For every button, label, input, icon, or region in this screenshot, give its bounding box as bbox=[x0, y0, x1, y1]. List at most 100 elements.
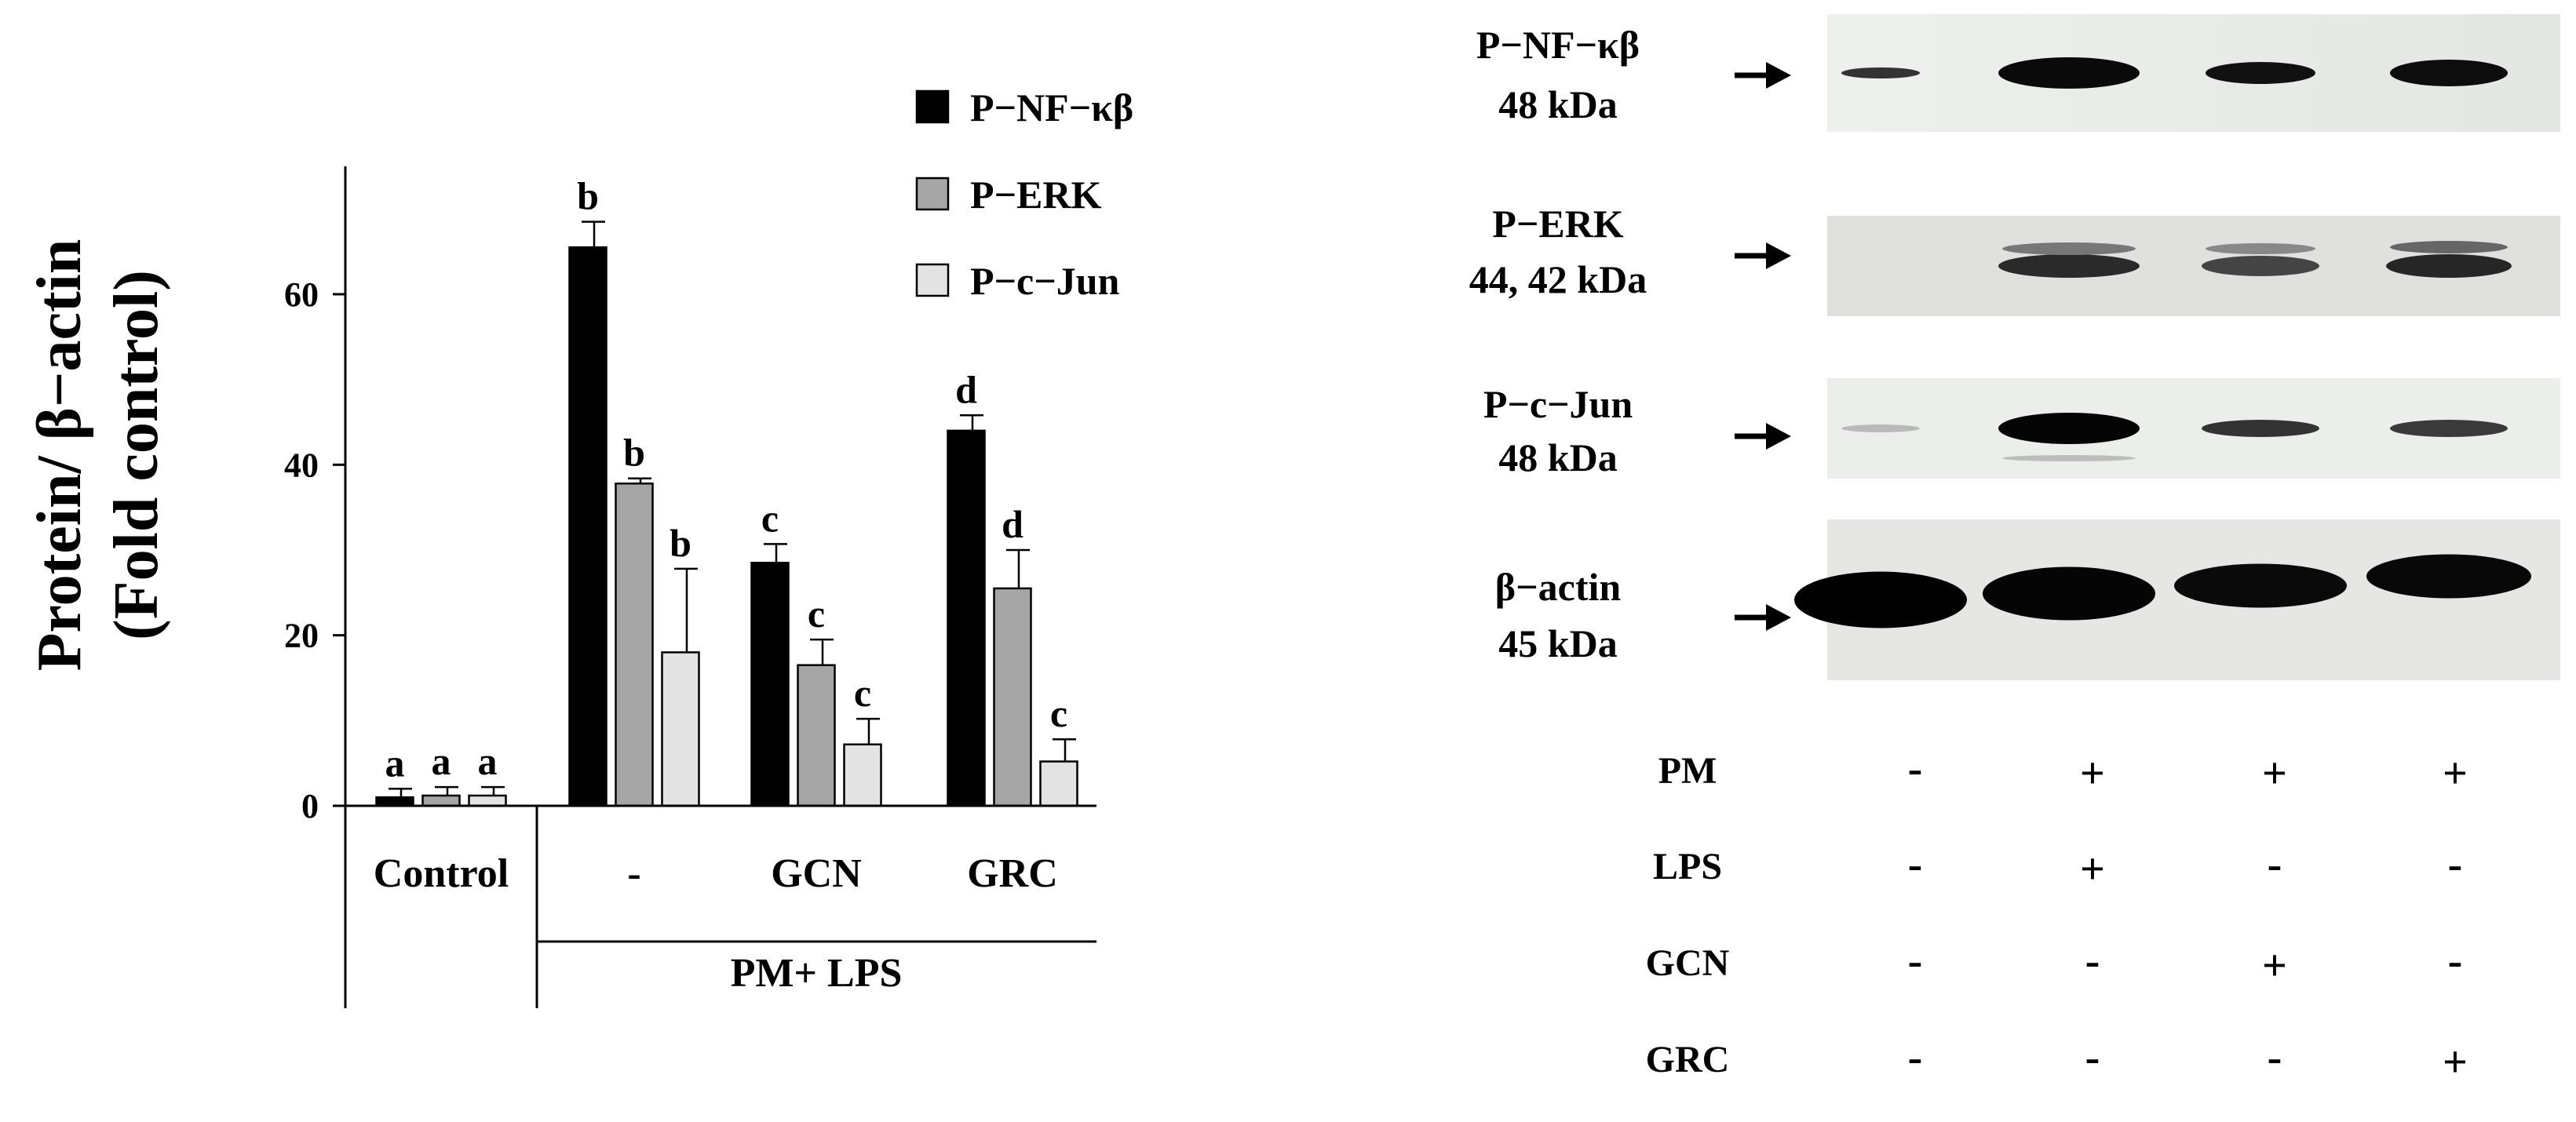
blot-size-label: 45 kDa bbox=[1498, 621, 1617, 665]
protein-band bbox=[2390, 241, 2508, 253]
significance-letter: c bbox=[854, 671, 871, 715]
x-tick-label: GRC bbox=[967, 851, 1058, 896]
arrow-head bbox=[1766, 604, 1791, 631]
western-blot-panel: P−NF−κβ 48 kDa P−ERK 44, 42 kDa P−c−Jun 48 kD… bbox=[1469, 14, 2560, 1087]
x-tick-label: - bbox=[627, 851, 640, 896]
significance-letter: b bbox=[577, 174, 599, 218]
bar bbox=[568, 246, 608, 807]
protein-band bbox=[1983, 566, 2155, 621]
treatment-mark: - bbox=[2085, 1033, 2100, 1082]
protein-band bbox=[2202, 420, 2319, 437]
treatment-mark: + bbox=[2262, 942, 2287, 990]
treatment-mark: - bbox=[2448, 937, 2463, 985]
protein-band bbox=[2206, 243, 2315, 254]
protein-band bbox=[2390, 60, 2508, 86]
protein-band bbox=[1794, 571, 1967, 628]
bar bbox=[615, 482, 654, 807]
protein-band bbox=[2366, 554, 2531, 599]
blot-strip bbox=[1794, 519, 2560, 680]
protein-band bbox=[1841, 67, 1920, 78]
arrow-head bbox=[1766, 62, 1791, 89]
legend: P−NF−κβ P−ERK P−c−Jun bbox=[915, 86, 1133, 303]
blot-strips bbox=[1794, 14, 2560, 680]
x-axis: Control - GCN GRC PM+ LPS bbox=[344, 804, 1096, 1008]
blot-size-label: 44, 42 kDa bbox=[1469, 257, 1647, 301]
treatment-mark: - bbox=[1908, 937, 1923, 985]
blot-size-label: 48 kDa bbox=[1498, 435, 1617, 479]
bar bbox=[421, 794, 461, 807]
treatment-mark: + bbox=[2443, 1038, 2468, 1087]
blot-protein-label: β−actin bbox=[1495, 565, 1622, 609]
treatment-label: GRC bbox=[1646, 1039, 1730, 1080]
protein-band bbox=[2390, 420, 2508, 437]
blot-protein-label: P−c−Jun bbox=[1483, 382, 1633, 426]
blot-strip bbox=[1827, 378, 2560, 479]
legend-swatch bbox=[915, 89, 950, 124]
protein-band bbox=[2206, 62, 2315, 84]
treatment-mark: - bbox=[1908, 1033, 1923, 1082]
protein-band bbox=[2174, 563, 2347, 608]
protein-band bbox=[1998, 254, 2140, 278]
blot-protein-label: P−ERK bbox=[1492, 202, 1623, 246]
significance-letter: c bbox=[761, 496, 779, 540]
treatment-mark: - bbox=[2085, 937, 2100, 985]
bar bbox=[947, 429, 986, 807]
treatment-mark: - bbox=[2268, 1033, 2282, 1082]
y-axis: 0 20 40 60 bbox=[284, 166, 347, 825]
y-tick-label: 0 bbox=[301, 787, 319, 825]
y-axis-label: Protein/ β−actin bbox=[25, 239, 94, 672]
blot-protein-label: P−NF−κβ bbox=[1476, 23, 1640, 67]
protein-band bbox=[1841, 424, 1920, 432]
treatment-label: GCN bbox=[1646, 942, 1730, 984]
legend-label: P−ERK bbox=[970, 173, 1101, 217]
significance-letter: c bbox=[808, 592, 825, 636]
bar bbox=[375, 796, 414, 807]
protein-band bbox=[2002, 455, 2136, 461]
blot-size-label: 48 kDa bbox=[1498, 82, 1617, 126]
treatment-mark: - bbox=[2268, 840, 2282, 889]
treatment-table: PM - + + + LPS - + - - GCN - - + - GRC - - - + bbox=[1646, 745, 2468, 1087]
protein-band bbox=[2386, 254, 2512, 278]
bar bbox=[468, 794, 507, 807]
treatment-mark: - bbox=[1908, 745, 1923, 793]
treatment-mark: + bbox=[2262, 749, 2287, 798]
significance-letter: d bbox=[955, 367, 977, 411]
protein-band bbox=[1998, 413, 2140, 444]
significance-letter: a bbox=[432, 739, 451, 783]
bar bbox=[750, 562, 790, 807]
x-group-label: PM+ LPS bbox=[731, 951, 903, 996]
treatment-mark: + bbox=[2080, 749, 2105, 798]
legend-label: P−NF−κβ bbox=[970, 86, 1133, 129]
treatment-label: LPS bbox=[1653, 846, 1722, 887]
bar bbox=[843, 743, 882, 807]
y-axis-title: Protein/ β−actin (Fold control) bbox=[25, 239, 171, 672]
significance-letter: c bbox=[1050, 691, 1067, 735]
blot-labels: P−NF−κβ 48 kDa P−ERK 44, 42 kDa P−c−Jun 48 kD… bbox=[1469, 23, 1791, 665]
treatment-mark: - bbox=[2448, 840, 2463, 889]
protein-band bbox=[2202, 256, 2319, 276]
x-tick-label: Control bbox=[374, 851, 509, 896]
arrow-head bbox=[1766, 242, 1791, 269]
legend-swatch bbox=[915, 263, 950, 297]
significance-letter: b bbox=[623, 431, 645, 475]
bar bbox=[993, 587, 1032, 807]
arrow-head bbox=[1766, 423, 1791, 450]
y-tick-label: 60 bbox=[284, 275, 319, 314]
legend-swatch bbox=[915, 177, 950, 211]
y-axis-label-line2: (Fold control) bbox=[102, 270, 171, 640]
significance-letter: d bbox=[1002, 502, 1023, 546]
treatment-mark: + bbox=[2080, 845, 2105, 894]
y-tick-label: 40 bbox=[284, 446, 319, 484]
treatment-mark: - bbox=[1908, 840, 1923, 889]
significance-letter: b bbox=[670, 521, 691, 565]
bar bbox=[797, 664, 836, 807]
bar-chart: Protein/ β−actin (Fold control) 0204060 … bbox=[25, 86, 1133, 1008]
significance-letter: a bbox=[478, 739, 498, 783]
bar bbox=[1039, 760, 1078, 807]
legend-label: P−c−Jun bbox=[970, 259, 1120, 303]
significance-letter: a bbox=[385, 741, 405, 785]
blot-strip bbox=[1827, 216, 2560, 316]
bar bbox=[661, 651, 700, 807]
